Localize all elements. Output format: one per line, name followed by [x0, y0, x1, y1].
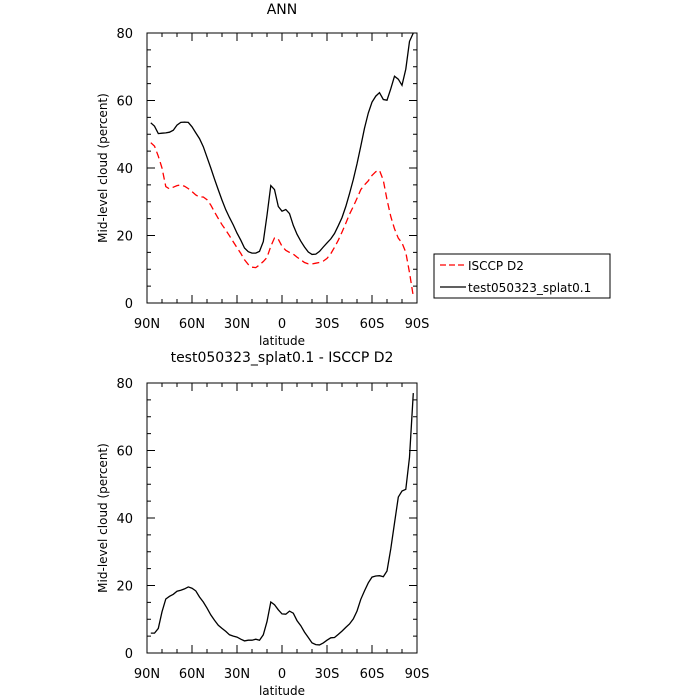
x-tick-label: 90S [405, 317, 430, 332]
y-tick-label: 20 [116, 580, 133, 595]
x-tick-label: 60S [360, 317, 385, 332]
y-tick-label: 60 [116, 95, 133, 110]
y-axis-label: Mid-level cloud (percent) [96, 443, 110, 593]
y-tick-label: 0 [125, 297, 133, 312]
x-tick-label: 60N [179, 667, 205, 682]
chart-panel-2: test050323_splat0.1 - ISCCP D2 90N 60N 30N 0… [96, 350, 429, 698]
x-tick-label: 30N [224, 317, 250, 332]
x-tick-label: 90S [405, 667, 430, 682]
x-tick-label: 0 [278, 317, 286, 332]
y-tick-label: 40 [116, 512, 133, 527]
y-tick-label: 40 [116, 162, 133, 177]
x-axis-label: latitude [259, 684, 305, 698]
y-tick-label: 80 [116, 377, 133, 392]
series-line-test050323-splat0-1 [150, 33, 414, 256]
x-tick-label: 90N [134, 667, 160, 682]
series-line-isccp-d2 [150, 142, 414, 297]
chart-title: ANN [267, 2, 298, 18]
legend: ISCCP D2 test050323_splat0.1 [433, 253, 611, 299]
x-tick-label: 30S [315, 317, 340, 332]
y-axis-label: Mid-level cloud (percent) [96, 93, 110, 243]
x-tick-label: 0 [278, 667, 286, 682]
x-tick-label: 60S [360, 667, 385, 682]
legend-entry: ISCCP D2 [468, 259, 524, 273]
y-tick-label: 80 [116, 27, 133, 42]
x-tick-label: 30N [224, 667, 250, 682]
plot-frame [146, 32, 418, 304]
legend-box [433, 253, 611, 299]
chart-panel-1: ANN 90N 60N 30N 0 30S 60S 90S 0 20 40 60 80 latitude M… [96, 2, 429, 348]
y-tick-label: 0 [125, 647, 133, 662]
series-line-difference [150, 393, 414, 646]
x-tick-label: 30S [315, 667, 340, 682]
y-tick-label: 20 [116, 230, 133, 245]
legend-entry: test050323_splat0.1 [468, 281, 591, 295]
x-axis-label: latitude [259, 334, 305, 348]
plot-frame [146, 382, 418, 654]
x-tick-label: 60N [179, 317, 205, 332]
chart-title: test050323_splat0.1 - ISCCP D2 [171, 350, 394, 366]
x-tick-label: 90N [134, 317, 160, 332]
y-tick-label: 60 [116, 445, 133, 460]
